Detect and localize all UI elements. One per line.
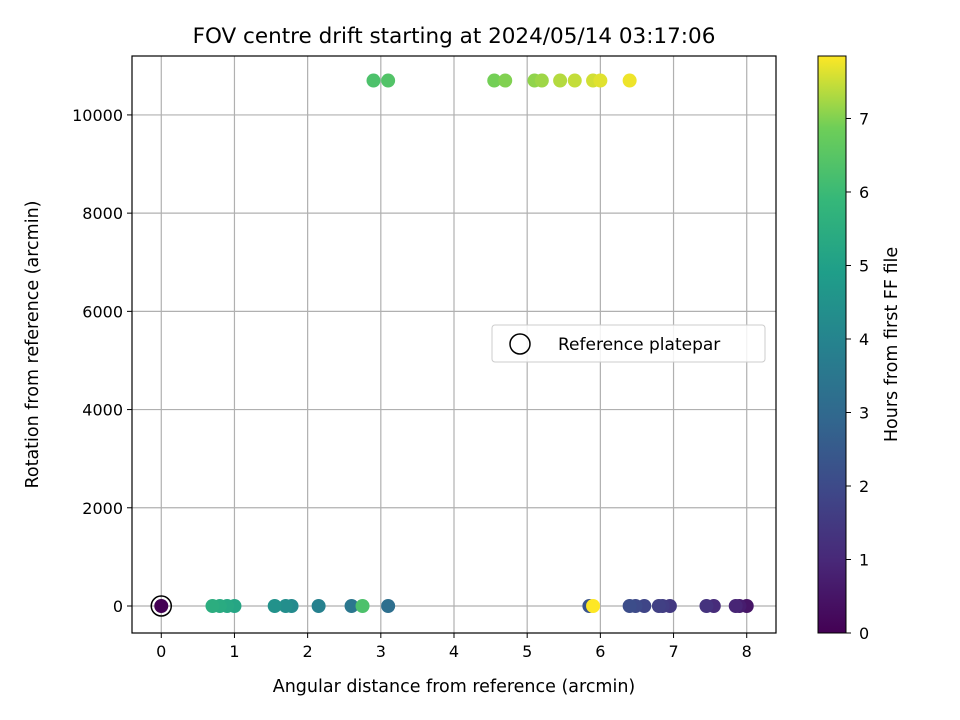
reference-platepar-marker bbox=[150, 595, 173, 617]
legend: Reference platepar bbox=[491, 324, 766, 363]
scatter-point bbox=[267, 598, 282, 613]
legend-label: Reference platepar bbox=[558, 335, 720, 355]
scatter-point bbox=[622, 598, 637, 613]
scatter-point bbox=[205, 598, 220, 613]
x-tick-label: 3 bbox=[376, 642, 386, 661]
x-tick-label: 8 bbox=[742, 642, 752, 661]
scatter-point bbox=[553, 73, 568, 88]
x-tick-label: 2 bbox=[303, 642, 313, 661]
legend-box bbox=[491, 324, 766, 363]
scatter-point bbox=[622, 73, 637, 88]
y-tick-label: 6000 bbox=[82, 302, 123, 321]
scatter-point bbox=[381, 73, 396, 88]
scatter-point bbox=[728, 598, 743, 613]
y-tick-label: 8000 bbox=[82, 204, 123, 223]
x-tick-label: 1 bbox=[229, 642, 239, 661]
scatter-point bbox=[355, 598, 370, 613]
scatter-point bbox=[498, 73, 513, 88]
scatter-point bbox=[344, 598, 359, 613]
x-tick-label: 0 bbox=[156, 642, 166, 661]
scatter-point bbox=[278, 598, 293, 613]
y-axis-label: Rotation from reference (arcmin) bbox=[23, 201, 43, 489]
x-tick-label: 5 bbox=[522, 642, 532, 661]
x-tick-label: 6 bbox=[595, 642, 605, 661]
x-tick-label: 7 bbox=[668, 642, 678, 661]
x-axis-label: Angular distance from reference (arcmin) bbox=[273, 677, 636, 697]
chart-title: FOV centre drift starting at 2024/05/14 … bbox=[193, 24, 716, 49]
colorbar-tick-label: 3 bbox=[859, 403, 869, 422]
scatter-point bbox=[381, 598, 396, 613]
colorbar-gradient bbox=[817, 55, 847, 634]
scatter-point bbox=[534, 73, 549, 88]
scatter-point bbox=[699, 598, 714, 613]
scatter-point bbox=[366, 73, 381, 88]
colorbar-ticks: 0 1 2 3 4 5 6 7 bbox=[846, 109, 869, 643]
y-tick-label: 4000 bbox=[82, 401, 123, 420]
axis-ticks: 0 1 2 3 4 5 6 7 8 0 2000 4000 6000 8000 10000 bbox=[72, 106, 752, 661]
y-tick-label: 2000 bbox=[82, 499, 123, 518]
scatter-point bbox=[567, 73, 582, 88]
scatter-point bbox=[593, 73, 608, 88]
x-tick-label: 4 bbox=[449, 642, 459, 661]
colorbar-tick-label: 2 bbox=[859, 477, 869, 496]
data-points bbox=[150, 73, 754, 617]
scatter-point bbox=[586, 598, 601, 613]
colorbar-tick-label: 5 bbox=[859, 256, 869, 275]
scatter-point bbox=[487, 73, 502, 88]
colorbar-tick-label: 0 bbox=[859, 624, 869, 643]
colorbar-tick-label: 6 bbox=[859, 183, 869, 202]
scatter-point bbox=[311, 598, 326, 613]
colorbar: 0 1 2 3 4 5 6 7 Hours from first FF file bbox=[817, 55, 902, 643]
y-tick-label: 10000 bbox=[72, 106, 123, 125]
colorbar-tick-label: 1 bbox=[859, 550, 869, 569]
y-tick-label: 0 bbox=[113, 597, 123, 616]
scatter-point bbox=[154, 598, 169, 613]
colorbar-tick-label: 7 bbox=[859, 109, 869, 128]
scatter-point bbox=[651, 598, 666, 613]
colorbar-tick-label: 4 bbox=[859, 330, 869, 349]
legend-reference-marker bbox=[509, 333, 531, 355]
colorbar-label: Hours from first FF file bbox=[882, 247, 902, 442]
